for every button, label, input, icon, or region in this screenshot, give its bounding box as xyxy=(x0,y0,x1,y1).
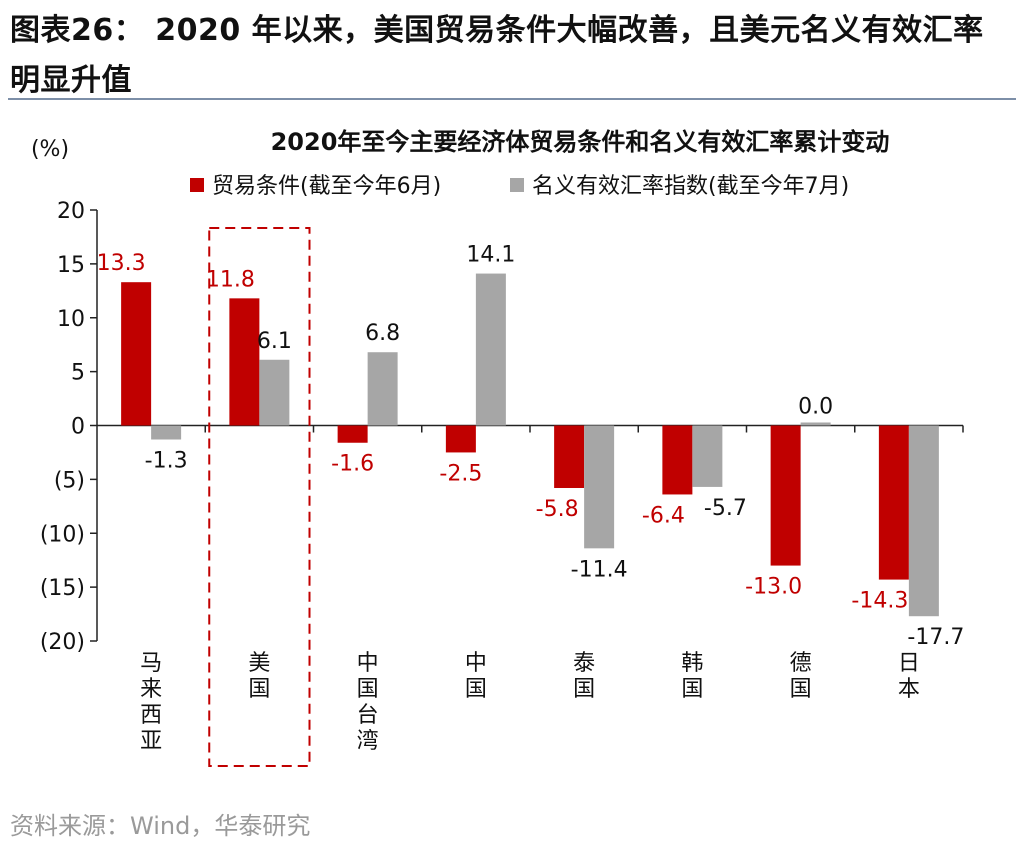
y-tick-label: 15 xyxy=(57,253,85,278)
data-label: 0.0 xyxy=(798,395,833,420)
legend-swatch-trade-terms xyxy=(190,178,204,192)
bar-trade-terms xyxy=(770,425,801,566)
bar-neer xyxy=(584,425,615,549)
bar-neer xyxy=(475,273,506,426)
category-label: 美国 xyxy=(248,651,270,702)
title-divider xyxy=(8,98,1016,100)
y-tick-label: (20) xyxy=(40,630,85,655)
category-label: 韩国 xyxy=(681,651,703,702)
y-axis-unit: (%) xyxy=(31,137,69,162)
data-label: 6.8 xyxy=(365,321,400,346)
data-label: -14.3 xyxy=(851,589,908,614)
data-label: 14.1 xyxy=(466,243,515,268)
legend-label-trade-terms: 贸易条件(截至今年6月) xyxy=(212,174,441,199)
data-label: -5.8 xyxy=(536,497,579,522)
data-label: -13.0 xyxy=(745,575,802,600)
bar-trade-terms xyxy=(229,298,260,426)
legend: 贸易条件(截至今年6月) 名义有效汇率指数(截至今年7月) xyxy=(190,174,849,199)
bar-trade-terms xyxy=(662,425,693,495)
legend-label-neer: 名义有效汇率指数(截至今年7月) xyxy=(532,174,849,199)
x-axis-categories: 马来西亚 美国 中国台湾 中国 泰国 韩国 德国 日本 xyxy=(140,651,920,754)
data-label: -1.6 xyxy=(331,452,374,477)
bar-trade-terms xyxy=(445,425,476,453)
data-label: 11.8 xyxy=(206,267,255,292)
y-tick-label: (15) xyxy=(40,576,85,601)
bar-trade-terms xyxy=(878,425,909,580)
source-note: 资料来源：Wind，华泰研究 xyxy=(10,812,311,840)
bar-neer xyxy=(151,425,182,440)
figure-title: 图表26： 2020 年以来，美国贸易条件大幅改善，且美元名义有效汇率明显升值 xyxy=(10,13,984,98)
bar-neer xyxy=(692,425,723,487)
y-tick-label: 20 xyxy=(57,199,85,224)
bar-chart: 2020年至今主要经济体贸易条件和名义有效汇率累计变动 (%) 贸易条件(截至今… xyxy=(31,128,965,767)
data-label: -2.5 xyxy=(439,461,482,486)
chart-title: 2020年至今主要经济体贸易条件和名义有效汇率累计变动 xyxy=(271,128,890,156)
data-label: 6.1 xyxy=(257,329,292,354)
category-label: 泰国 xyxy=(573,651,595,702)
y-tick-label: 5 xyxy=(71,361,85,386)
bar-trade-terms xyxy=(121,282,152,426)
data-label: -1.3 xyxy=(145,449,188,474)
data-label: -17.7 xyxy=(907,625,964,650)
y-tick-label: 0 xyxy=(71,415,85,440)
category-label: 日本 xyxy=(898,651,920,702)
data-labels: 13.3 -1.3 11.8 6.1 -1.6 6.8 -2.5 14.1 -5.8 -11.4 -… xyxy=(97,243,965,651)
bar-neer xyxy=(259,359,290,426)
y-axis: 20 15 10 5 0 (5) (10) (15) (20) xyxy=(40,199,964,655)
bar-neer xyxy=(367,352,398,426)
y-tick-label: (10) xyxy=(40,522,85,547)
bar-neer xyxy=(800,422,831,426)
bars xyxy=(121,273,939,617)
data-label: -6.4 xyxy=(642,503,685,528)
bar-neer xyxy=(908,425,939,617)
category-label: 中国台湾 xyxy=(357,651,379,754)
data-label: -11.4 xyxy=(571,557,628,582)
bar-trade-terms xyxy=(337,425,368,443)
y-tick-label: (5) xyxy=(54,468,85,493)
bar-trade-terms xyxy=(554,425,585,488)
highlight-box-usa xyxy=(208,227,311,767)
category-label: 马来西亚 xyxy=(140,651,162,754)
data-label: 13.3 xyxy=(97,251,146,276)
legend-swatch-neer xyxy=(510,178,524,192)
category-label: 中国 xyxy=(465,651,487,702)
y-tick-label: 10 xyxy=(57,307,85,332)
data-label: -5.7 xyxy=(704,496,747,521)
category-label: 德国 xyxy=(790,651,812,702)
